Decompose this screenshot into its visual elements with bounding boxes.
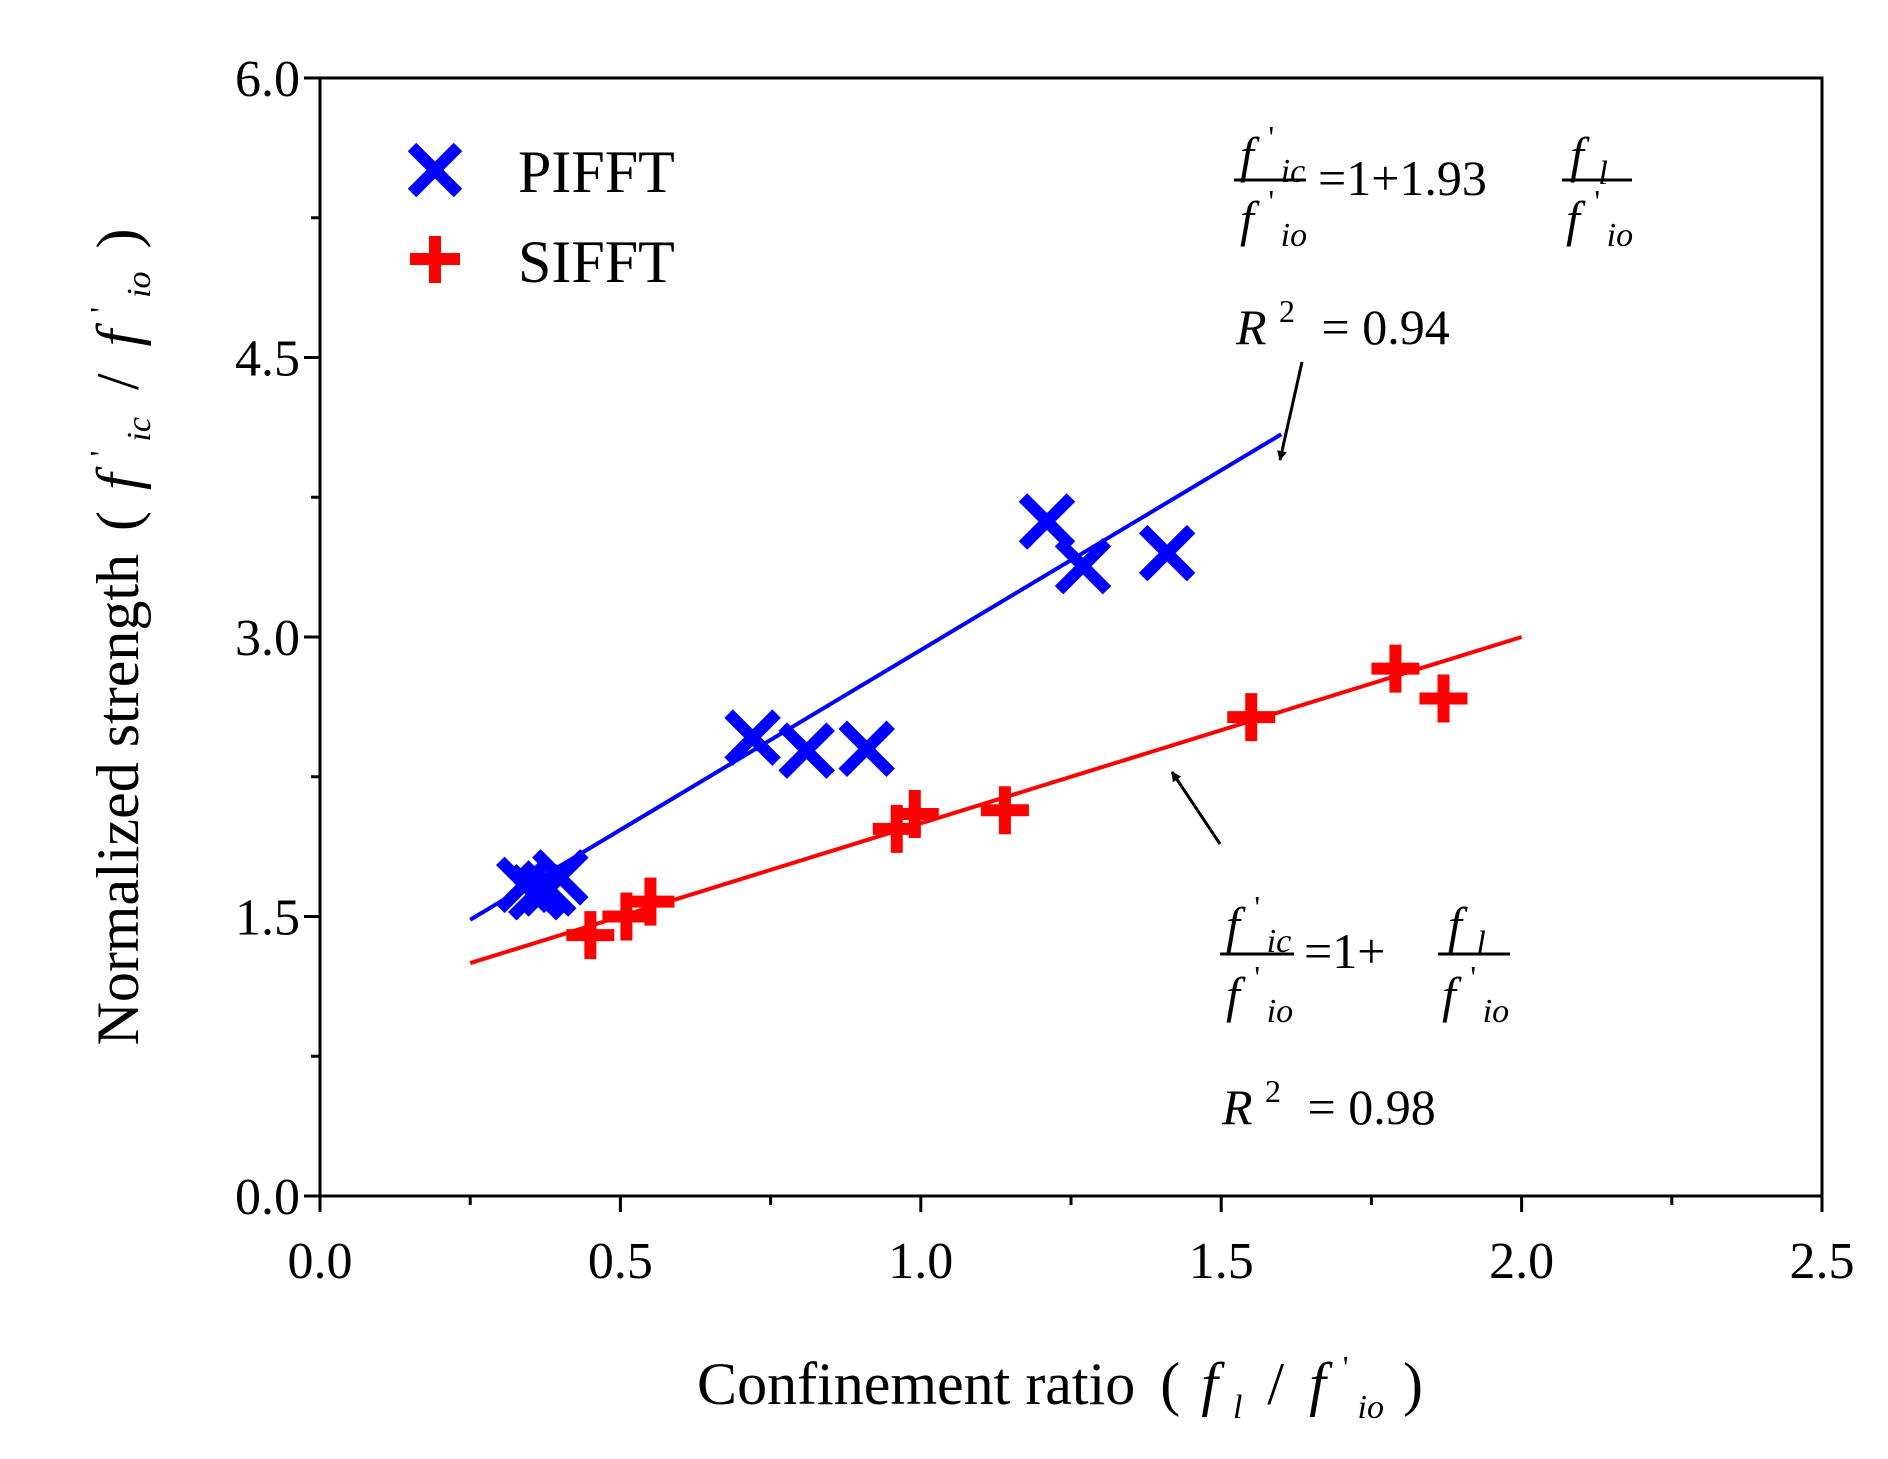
y-tick-label: 4.5 <box>235 331 300 388</box>
pifft-equation: f ' ic f ' io =1+1.93 f l f ' io R 2 = 0… <box>1234 103 1633 355</box>
pifft-data-point <box>1138 524 1196 582</box>
x-tick-label: 2.0 <box>1489 1233 1554 1290</box>
sifft-data-point <box>602 892 651 941</box>
svg-text:=1+1.93: =1+1.93 <box>1318 150 1487 206</box>
y-axis-title: Normalized strength ( f ' ic / f ' io ) <box>59 228 163 1045</box>
x-tick-label: 0.0 <box>288 1233 353 1290</box>
svg-text:R 2 = 0.98: R 2 = 0.98 <box>1221 1057 1436 1135</box>
legend-marker-pifft <box>407 142 463 198</box>
sifft-annotation-arrow <box>1170 771 1222 845</box>
pifft-data-point <box>778 722 835 779</box>
pifft-data-point <box>1054 537 1112 595</box>
y-tick-label: 0.0 <box>235 1169 300 1226</box>
pifft-data-point <box>724 709 781 766</box>
sifft-equation: f ' ic f ' io =1+ f l f ' io R 2 = 0.98 <box>1220 873 1510 1135</box>
x-tick-label: 2.5 <box>1790 1233 1855 1290</box>
x-axis-title: Confinement ratio ( f l / f ' io ) <box>697 1325 1423 1431</box>
svg-text:Normalized strength (: Normalized strength ( f ' ic / f ' io ) <box>59 228 163 1045</box>
pifft-fit-line <box>469 432 1283 922</box>
pifft-data-point <box>1018 493 1076 550</box>
sifft-data-point <box>566 911 615 960</box>
svg-text:R 2 = 0.94: R 2 = 0.94 <box>1235 277 1450 355</box>
sifft-data-point <box>1227 693 1276 742</box>
sifft-data-point <box>626 877 675 926</box>
svg-text:=1+: =1+ <box>1304 923 1385 979</box>
sifft-data-point <box>1371 644 1420 693</box>
fit-lines <box>469 432 1523 965</box>
x-tick-label: 0.5 <box>588 1233 653 1290</box>
data-points <box>496 493 1468 960</box>
pifft-data-point <box>532 849 589 906</box>
legend: PIFFT SIFFT <box>407 139 675 295</box>
pifft-data-point <box>838 720 895 778</box>
sifft-data-point <box>1419 674 1468 723</box>
svg-text:f ' ic: f ' ic <box>1226 873 1291 960</box>
svg-text:f l: f l <box>1570 127 1608 192</box>
svg-text:f ' io: f ' io <box>1442 943 1509 1030</box>
sifft-data-point <box>890 790 939 839</box>
x-tick-label: 1.5 <box>1189 1233 1254 1290</box>
legend-marker-sifft <box>410 236 460 283</box>
svg-text:f ' ic: f ' ic <box>1240 103 1305 190</box>
svg-text:f l: f l <box>1448 897 1486 962</box>
pifft-annotation-arrow <box>1277 361 1304 461</box>
svg-text:f ' io: f ' io <box>1566 167 1633 254</box>
axis-ticks: 0.0 0.5 1.0 1.5 2.0 2.5 0.0 1.5 3.0 4.5 6.0 <box>235 51 1855 1290</box>
y-tick-label: 6.0 <box>235 51 300 108</box>
sifft-data-point <box>980 786 1029 835</box>
legend-label-sifft: SIFFT <box>518 229 675 295</box>
legend-label-pifft: PIFFT <box>518 139 675 205</box>
y-tick-label: 1.5 <box>235 890 300 947</box>
svg-text:f ' io: f ' io <box>1240 167 1307 254</box>
y-tick-label: 3.0 <box>235 610 300 667</box>
x-tick-label: 1.0 <box>888 1233 953 1290</box>
svg-text:f ' io: f ' io <box>1226 943 1293 1030</box>
